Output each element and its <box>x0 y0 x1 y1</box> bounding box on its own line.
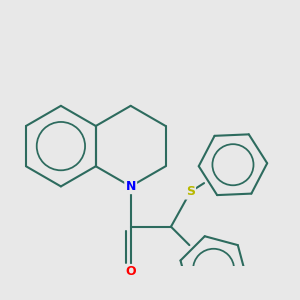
Text: N: N <box>125 180 136 193</box>
Text: S: S <box>186 185 195 198</box>
Text: O: O <box>125 265 136 278</box>
